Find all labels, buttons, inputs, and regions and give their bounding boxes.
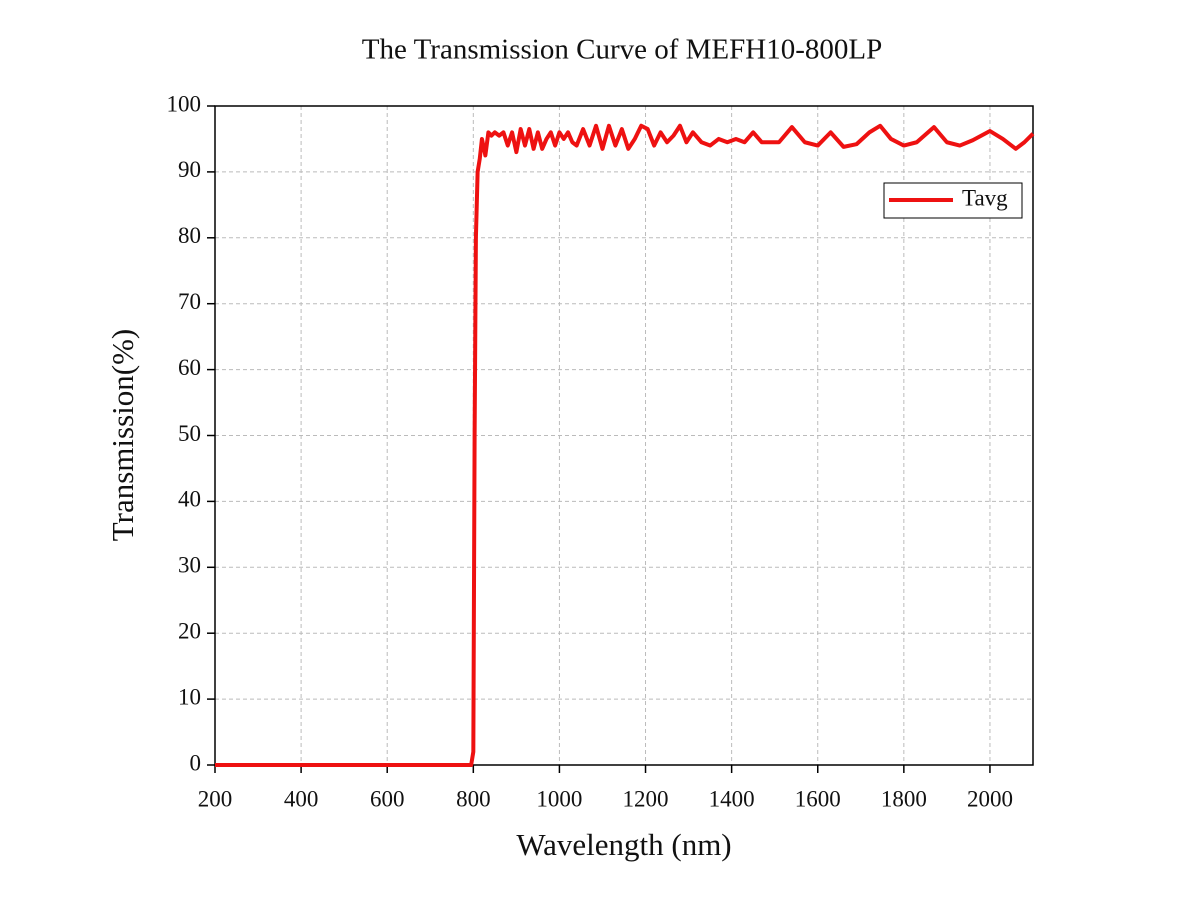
line	[215, 123, 1035, 767]
x-tick-label: 1600	[795, 786, 841, 811]
chart-title: The Transmission Curve of MEFH10-800LP	[362, 34, 882, 66]
legend-label: Tavg	[962, 185, 1008, 210]
x-tick-label: 1200	[623, 786, 669, 811]
y-tick-label: 40	[178, 487, 201, 512]
x-tick-label: 400	[284, 786, 319, 811]
plot-frame	[214, 105, 1034, 766]
x-axis-label: Wavelength (nm)	[516, 827, 731, 862]
x-tick-label: 600	[370, 786, 405, 811]
x-tick-label: 2000	[967, 786, 1013, 811]
y-tick-label: 70	[178, 289, 201, 314]
y-tick-label: 50	[178, 421, 201, 446]
y-tick-label: 0	[190, 750, 202, 775]
x-tick-label: 200	[198, 786, 233, 811]
y-axis-label: Transmission(%)	[105, 329, 140, 541]
y-tick-label: 10	[178, 684, 201, 709]
x-tick-label: 1000	[536, 786, 582, 811]
y-tick-label: 30	[178, 553, 201, 578]
y-tick-label: 100	[167, 91, 202, 116]
y-tick-label: 90	[178, 157, 201, 182]
y-tick-label: 20	[178, 618, 201, 643]
x-tick-label: 1400	[709, 786, 755, 811]
y-tick-label: 80	[178, 223, 201, 248]
x-tick-label: 1800	[881, 786, 927, 811]
x-tick-label: 800	[456, 786, 491, 811]
y-tick-label: 60	[178, 355, 201, 380]
